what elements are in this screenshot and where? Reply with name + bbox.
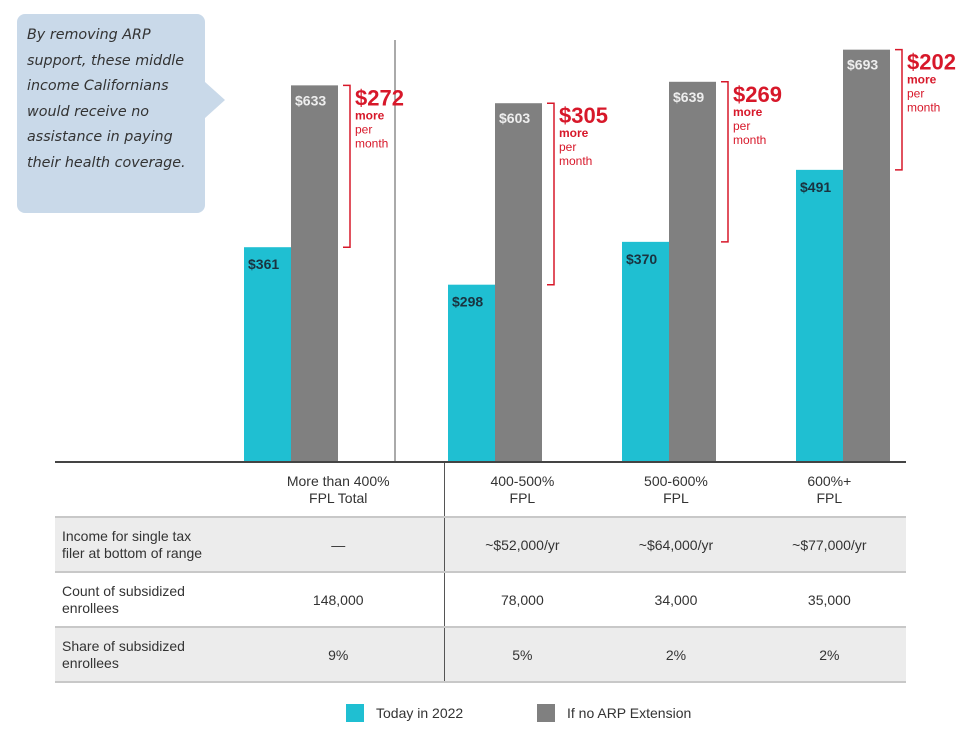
- table-cell: 9%: [232, 627, 446, 683]
- difference-more: more: [907, 73, 937, 87]
- difference-bracket: [547, 102, 555, 286]
- table-cell: ~$64,000/yr: [599, 517, 753, 573]
- difference-bracket: [895, 48, 903, 171]
- difference-per: per: [907, 87, 924, 101]
- row-label: Share of subsidized enrollees: [55, 627, 232, 683]
- bar-today: [244, 247, 291, 462]
- bar-today: [622, 241, 669, 462]
- data-label-today: $370: [626, 251, 657, 267]
- legend-item-today: Today in 2022: [346, 704, 463, 722]
- column-header: 600%+ FPL: [752, 463, 906, 518]
- legend-label: Today in 2022: [376, 705, 464, 721]
- data-label-no-arp: $639: [673, 89, 704, 105]
- data-label-today: $361: [248, 256, 279, 272]
- data-label-today: $298: [452, 294, 483, 310]
- column-header: More than 400% FPL Total: [232, 463, 446, 518]
- legend-label: If no ARP Extension: [567, 705, 692, 721]
- difference-more: more: [559, 126, 589, 140]
- data-label-today: $491: [800, 179, 831, 195]
- column-header: 500-600% FPL: [599, 463, 753, 518]
- table-row: Income for single tax filer at bottom of …: [55, 517, 906, 573]
- difference-month: month: [559, 154, 592, 168]
- row-label: Count of subsidized enrollees: [55, 572, 232, 628]
- bar-no-arp: [843, 49, 890, 462]
- table-cell: 2%: [752, 627, 906, 683]
- table-cell: —: [232, 517, 446, 573]
- table-cell: 34,000: [599, 572, 753, 628]
- data-label-no-arp: $603: [499, 110, 530, 126]
- difference-amount: $272: [355, 85, 404, 110]
- table-header-row: More than 400% FPL Total 400-500% FPL 500-…: [55, 463, 906, 518]
- difference-month: month: [733, 133, 766, 147]
- difference-amount: $305: [559, 103, 608, 128]
- callout-pointer: [205, 82, 225, 118]
- data-label-no-arp: $633: [295, 92, 326, 108]
- table-cell: 78,000: [444, 572, 600, 628]
- bar-no-arp: [495, 103, 542, 462]
- table-cell: 35,000: [752, 572, 906, 628]
- difference-bracket: [721, 81, 729, 243]
- table-cell: 148,000: [232, 572, 446, 628]
- table-cell: ~$52,000/yr: [444, 517, 600, 573]
- bar-no-arp: [669, 81, 716, 463]
- difference-amount: $269: [733, 82, 782, 107]
- data-table: More than 400% FPL Total 400-500% FPL 500-…: [55, 463, 906, 683]
- table-cell: 2%: [599, 627, 753, 683]
- difference-amount: $202: [907, 50, 956, 75]
- difference-more: more: [355, 108, 385, 122]
- difference-month: month: [907, 101, 940, 115]
- difference-bracket: [343, 84, 351, 248]
- callout-box: By removing ARP support, these middle in…: [17, 14, 205, 213]
- legend-swatch-teal: [346, 704, 364, 722]
- table-row: Count of subsidized enrollees 148,000 78,…: [55, 572, 906, 628]
- table-row: Share of subsidized enrollees 9% 5% 2% 2%: [55, 627, 906, 683]
- difference-per: per: [355, 122, 372, 136]
- column-header: 400-500% FPL: [444, 463, 600, 518]
- bar-today: [448, 284, 495, 462]
- difference-per: per: [733, 119, 750, 133]
- difference-month: month: [355, 136, 388, 150]
- data-label-no-arp: $693: [847, 57, 878, 73]
- bar-no-arp: [291, 85, 338, 463]
- table-cell: 5%: [444, 627, 600, 683]
- table-corner: [55, 463, 232, 518]
- table-cell: ~$77,000/yr: [752, 517, 906, 573]
- difference-more: more: [733, 105, 763, 119]
- callout-text: By removing ARP support, these middle in…: [27, 27, 186, 171]
- legend-swatch-gray: [537, 704, 555, 722]
- row-label: Income for single tax filer at bottom of …: [55, 517, 232, 573]
- bar-today: [796, 169, 843, 463]
- legend-item-no-arp: If no ARP Extension: [537, 704, 691, 722]
- difference-per: per: [559, 140, 576, 154]
